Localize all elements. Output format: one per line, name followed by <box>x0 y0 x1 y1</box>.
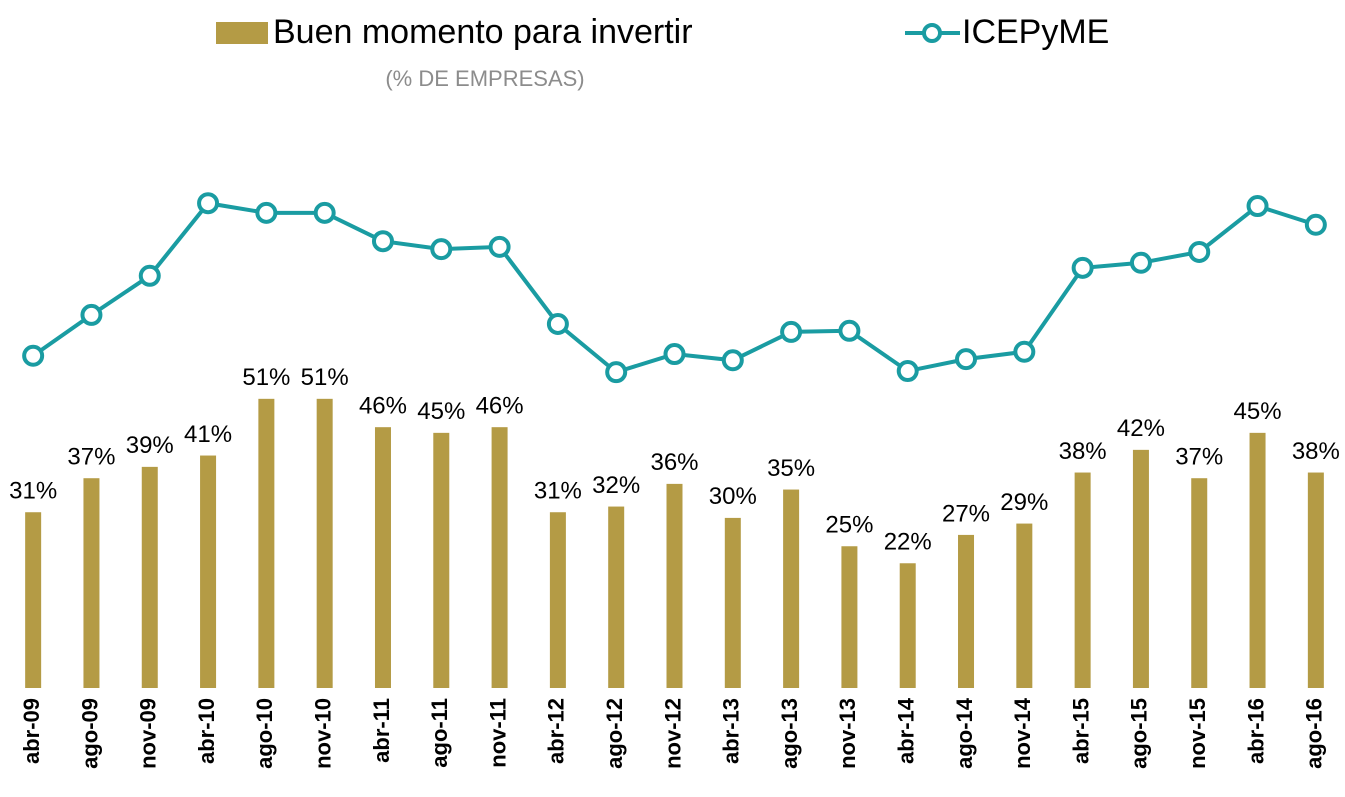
x-tick-label: ago-10 <box>252 698 277 769</box>
x-tick-label: abr-09 <box>19 698 44 764</box>
x-tick-label: abr-12 <box>544 698 569 764</box>
data-label: 38% <box>1292 438 1340 465</box>
bar <box>724 517 741 688</box>
data-label: 27% <box>942 500 990 527</box>
x-tick-label: nov-11 <box>485 698 510 768</box>
line-point <box>430 238 453 261</box>
x-tick-label: nov-15 <box>1185 698 1210 769</box>
bar <box>1016 523 1033 688</box>
line-point <box>896 360 919 383</box>
x-tick-label: ago-12 <box>602 698 627 769</box>
data-label: 51% <box>301 364 349 391</box>
data-label: 41% <box>184 421 232 448</box>
x-tick-label: ago-13 <box>777 698 802 769</box>
data-label: 36% <box>650 449 698 476</box>
data-label: 29% <box>1000 489 1048 516</box>
data-label: 30% <box>709 483 757 510</box>
line-point <box>138 264 161 287</box>
x-tick-label: abr-11 <box>369 698 394 763</box>
chart-subtitle: (% DE EMPRESAS) <box>385 66 584 91</box>
data-label: 39% <box>126 432 174 459</box>
bar <box>433 432 450 688</box>
line-point <box>488 235 511 258</box>
line-point <box>197 192 220 215</box>
bar <box>958 534 975 688</box>
x-tick-label: ago-09 <box>77 698 102 769</box>
line-point <box>313 201 336 224</box>
x-tick-label: nov-09 <box>136 698 161 769</box>
bar <box>200 455 217 688</box>
bar <box>666 483 683 688</box>
line-point <box>780 320 803 343</box>
x-tick-label: abr-16 <box>1243 698 1268 764</box>
bar <box>374 427 391 688</box>
data-label: 31% <box>534 478 582 505</box>
data-label: 22% <box>884 529 932 556</box>
x-tick-label: ago-14 <box>952 697 977 769</box>
bar <box>608 506 625 688</box>
data-label: 46% <box>359 393 407 420</box>
x-tick-label: nov-13 <box>835 698 860 769</box>
line-point <box>1071 256 1094 279</box>
line-point <box>605 361 628 384</box>
bar <box>1191 478 1208 688</box>
data-label: 37% <box>1175 444 1223 471</box>
line-point <box>721 349 744 372</box>
x-tick-label: abr-14 <box>894 697 919 764</box>
line-point <box>955 348 978 371</box>
line-point <box>1304 213 1327 236</box>
bar <box>1074 472 1091 688</box>
line-point <box>22 344 45 367</box>
x-tick-label: ago-16 <box>1302 698 1327 769</box>
line-point <box>255 201 278 224</box>
data-label: 46% <box>476 393 524 420</box>
legend-label: ICEPyME <box>962 13 1109 51</box>
x-tick-label: nov-14 <box>1010 697 1035 769</box>
legend-swatch <box>216 22 268 44</box>
bar <box>841 546 858 688</box>
data-label: 45% <box>417 398 465 425</box>
x-tick-label: nov-12 <box>660 698 685 769</box>
bar <box>316 398 333 688</box>
x-tick-label: nov-10 <box>310 698 335 769</box>
x-tick-label: abr-13 <box>719 698 744 764</box>
line-point <box>838 319 861 342</box>
line-point <box>1246 195 1269 218</box>
data-label: 42% <box>1117 415 1165 442</box>
legend-marker <box>922 23 942 43</box>
data-label: 38% <box>1059 438 1107 465</box>
bar <box>549 512 566 688</box>
data-label: 31% <box>9 478 57 505</box>
line-point <box>1013 340 1036 363</box>
data-label: 32% <box>592 472 640 499</box>
bar <box>491 427 508 688</box>
data-label: 37% <box>67 444 115 471</box>
line-point <box>546 312 569 335</box>
bar <box>1307 472 1324 688</box>
line-point <box>80 303 103 326</box>
data-label: 25% <box>825 512 873 539</box>
x-tick-label: abr-10 <box>194 698 219 764</box>
line-point <box>1188 240 1211 263</box>
x-tick-label: abr-15 <box>1068 698 1093 764</box>
data-label: 35% <box>767 455 815 482</box>
bar <box>83 478 100 688</box>
bar <box>1249 432 1266 688</box>
bar <box>899 563 916 688</box>
line-point <box>1129 251 1152 274</box>
bar <box>141 466 158 688</box>
line-point <box>663 343 686 366</box>
line-point <box>371 230 394 253</box>
bar <box>258 398 275 688</box>
legend-label: Buen momento para invertir <box>273 13 693 51</box>
x-tick-label: ago-15 <box>1127 698 1152 769</box>
data-label: 51% <box>242 364 290 391</box>
bar <box>25 512 42 688</box>
data-label: 45% <box>1234 398 1282 425</box>
x-tick-label: ago-11 <box>427 698 452 768</box>
bar <box>783 489 800 688</box>
bar <box>1132 449 1149 688</box>
